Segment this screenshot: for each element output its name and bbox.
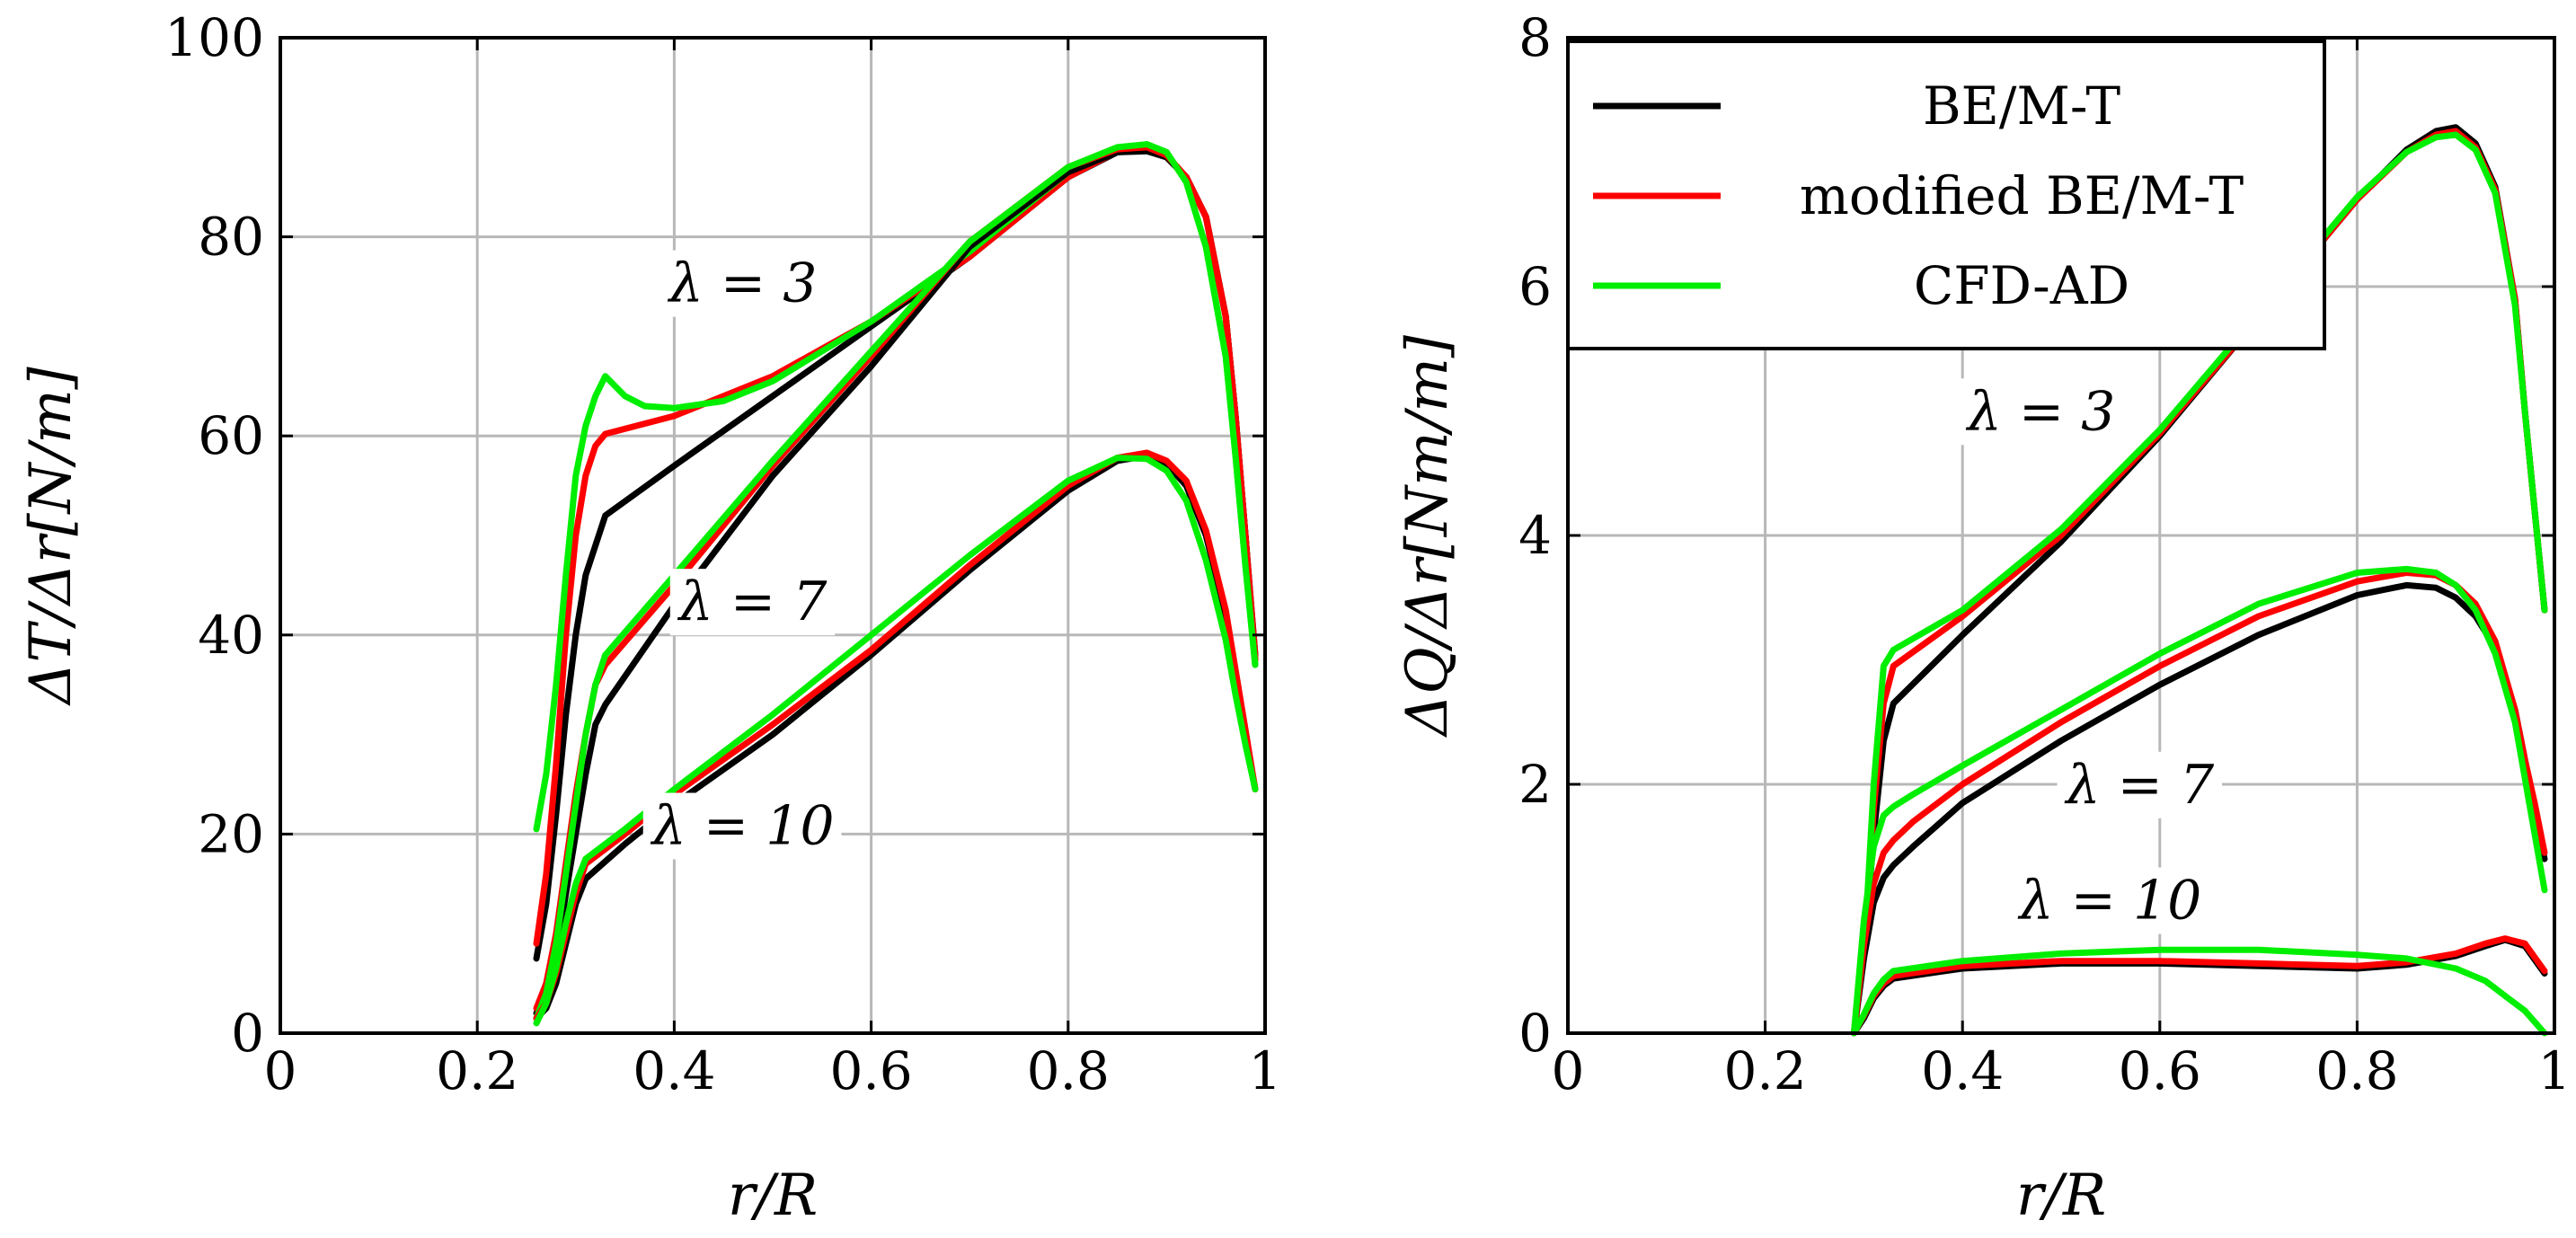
y-tick-label: 40	[198, 605, 264, 666]
x-tick-label: 0	[1552, 1040, 1585, 1101]
x-tick-label: 0.2	[1723, 1040, 1806, 1101]
series-line-modified-be-m-t-lambda-10	[533, 449, 1259, 1021]
chart-torque: 0 0.2 0.4 0.6 0.8 1 0 2 4 6 8 r/R ΔQ/Δr[Nm/m] λ = 3 λ …	[1394, 7, 2571, 1229]
plot-frame	[279, 36, 1267, 1035]
series-line-be-m-t-lambda-7	[533, 146, 1259, 1017]
x-tick-label: 0.8	[2315, 1040, 2398, 1101]
annotation-background	[642, 792, 842, 860]
legend-label: BE/M-T	[1923, 75, 2120, 137]
y-tick-label: 6	[1518, 256, 1552, 317]
lambda-annotation: λ = 7	[2065, 754, 2215, 817]
lambda-annotation: λ = 7	[677, 570, 828, 633]
annotation-background	[669, 569, 836, 636]
y-tick-label: 100	[164, 7, 264, 68]
x-tick-label: 0.4	[1921, 1040, 2004, 1101]
lambda-annotation: λ = 10	[651, 794, 835, 857]
y-tick-label: 20	[198, 803, 264, 864]
series-line-cfd-ad-lambda-7	[1850, 565, 2548, 1037]
legend: BE/M-T modified BE/M-T CFD-AD	[1566, 40, 2326, 350]
annotation-background	[1958, 378, 2123, 446]
series-line-cfd-ad-lambda-7	[533, 141, 1259, 1021]
x-axis-label: r/R	[728, 1163, 818, 1229]
series-line-cfd-ad-lambda-10	[1850, 946, 2548, 1037]
series-line-modified-be-m-t-lambda-7	[533, 144, 1259, 1012]
series-line-be-m-t-lambda-10	[533, 452, 1259, 1021]
x-tick-label: 1	[1249, 1040, 1282, 1101]
y-tick-label: 2	[1518, 754, 1552, 815]
legend-label: CFD-AD	[1914, 255, 2129, 316]
y-tick-label: 80	[198, 207, 264, 268]
lambda-annotation: λ = 10	[2018, 870, 2202, 933]
annotation-background	[659, 250, 825, 317]
y-tick-label: 60	[198, 405, 264, 466]
annotation-background	[2057, 751, 2222, 818]
x-axis-label: r/R	[2016, 1163, 2106, 1229]
series-line-cfd-ad-lambda-3	[1860, 131, 2548, 962]
series-line-modified-be-m-t-lambda-7	[1850, 570, 2548, 1037]
y-tick-label: 0	[1518, 1003, 1552, 1064]
y-tick-label: 0	[231, 1003, 264, 1064]
annotation-background	[2010, 867, 2209, 934]
series-line-cfd-ad-lambda-10	[533, 455, 1259, 1027]
x-tick-label: 0.4	[633, 1040, 715, 1101]
lambda-annotation: λ = 3	[668, 252, 818, 315]
x-tick-label: 0	[264, 1040, 297, 1101]
y-axis-label: ΔQ/Δr[Nm/m]	[1394, 334, 1461, 738]
x-tick-label: 0.8	[1027, 1040, 1110, 1101]
lambda-annotation: λ = 3	[1966, 380, 2116, 443]
x-tick-label: 0.6	[2119, 1040, 2201, 1101]
y-axis-label: ΔT/Δr[N/m]	[18, 366, 84, 707]
y-tick-label: 8	[1518, 7, 1552, 68]
legend-label: modified BE/M-T	[1800, 165, 2244, 226]
chart-thrust: 0 0.2 0.4 0.6 0.8 1 0 20 40 60 80 100 r/R ΔT/Δr[N/m] λ…	[18, 7, 1281, 1229]
y-tick-label: 4	[1518, 505, 1552, 566]
x-tick-label: 1	[2538, 1040, 2572, 1101]
x-tick-label: 0.2	[436, 1040, 518, 1101]
x-tick-label: 0.6	[829, 1040, 912, 1101]
